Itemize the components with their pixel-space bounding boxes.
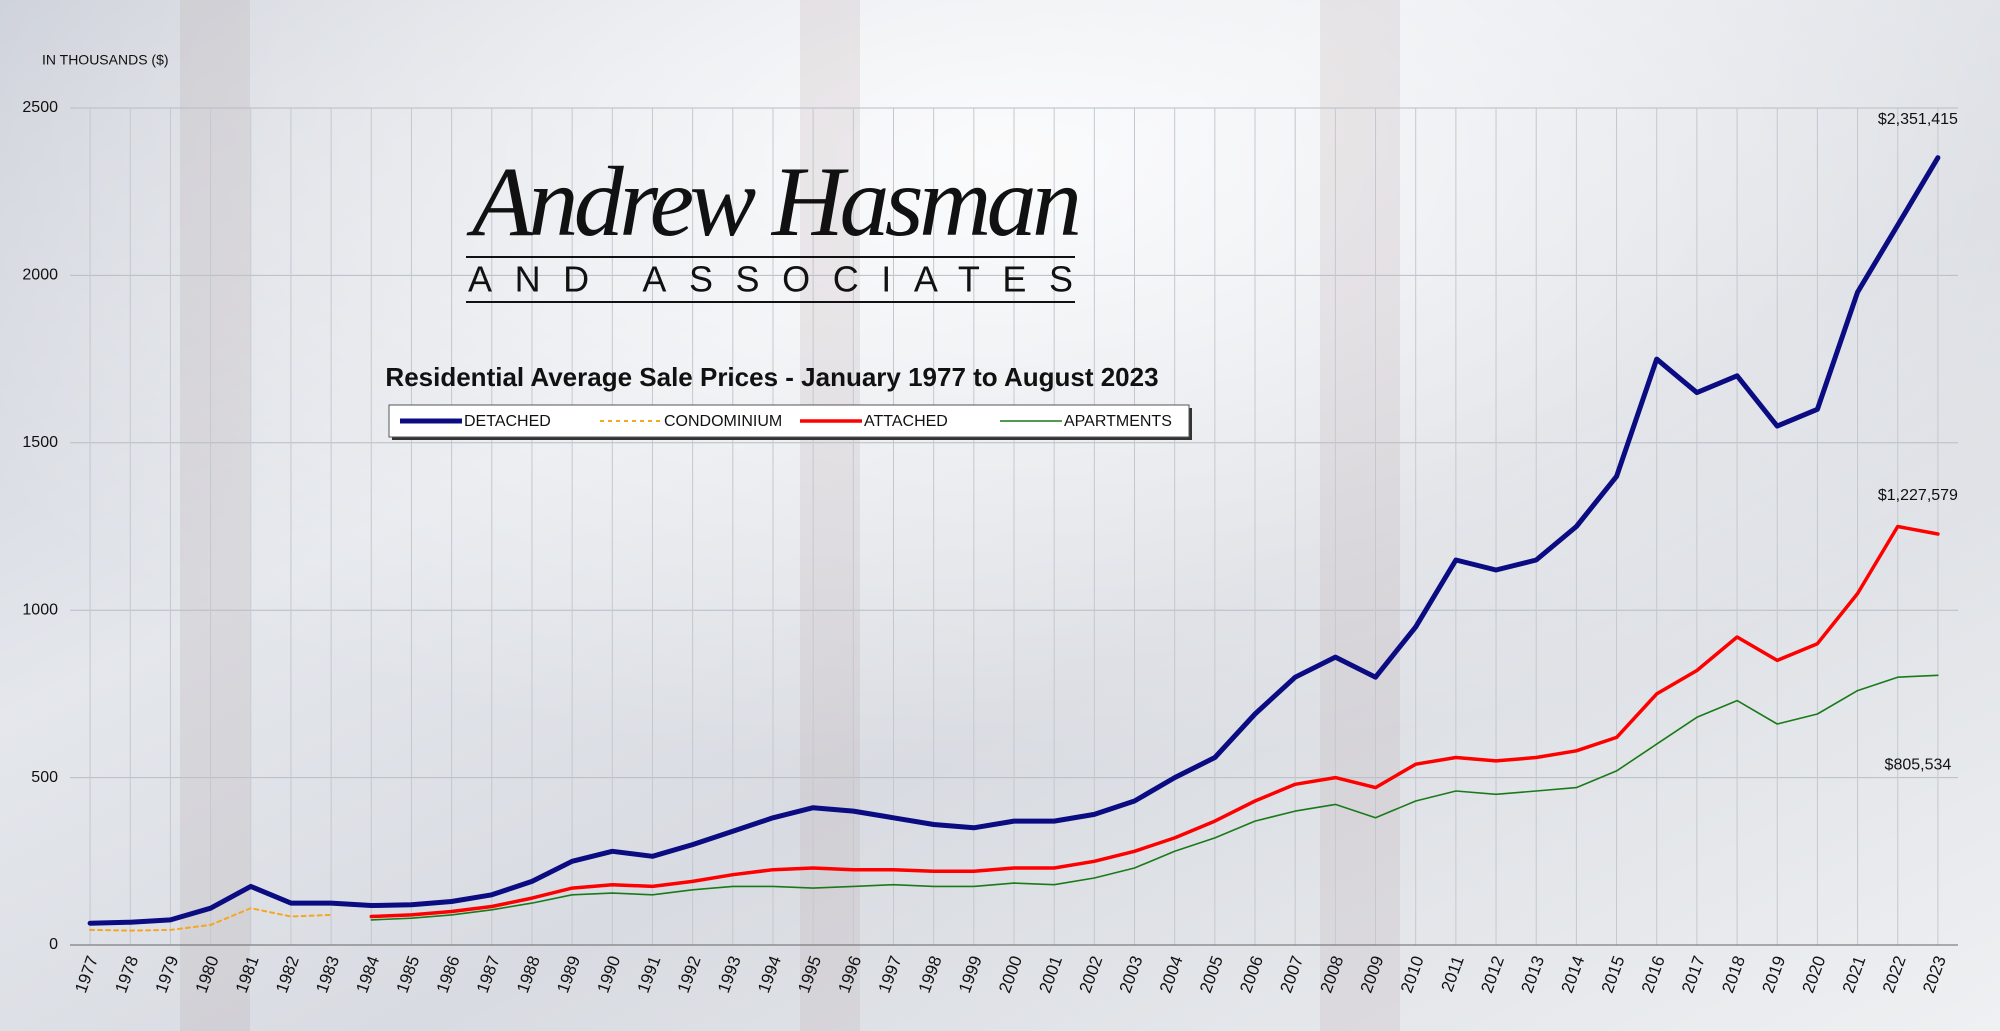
y-tick-label: 500 xyxy=(31,769,58,786)
background-pillar xyxy=(800,0,860,1031)
y-tick-label: 0 xyxy=(49,936,58,953)
y-axis-label: IN THOUSANDS ($) xyxy=(42,52,169,68)
y-tick-label: 2000 xyxy=(22,267,58,284)
series-line xyxy=(87,155,1941,926)
background-pillar xyxy=(180,0,250,1031)
background-pillar xyxy=(1320,0,1400,1031)
legend-label: CONDOMINIUM xyxy=(664,413,782,430)
legend-label: APARTMENTS xyxy=(1064,413,1172,430)
legend-label: ATTACHED xyxy=(864,413,948,430)
logo-name: Andrew Hasman xyxy=(466,146,1082,257)
y-tick-label: 2500 xyxy=(22,99,58,116)
value-label: $2,351,415 xyxy=(1878,111,1958,128)
series-line xyxy=(370,674,1939,921)
y-tick-label: 1000 xyxy=(22,601,58,618)
chart-title: Residential Average Sale Prices - Januar… xyxy=(385,362,1158,392)
value-label: $805,534 xyxy=(1885,757,1952,774)
grid xyxy=(70,107,1958,946)
legend-items: DETACHED CONDOMINIUM ATTACHED APARTMENTS xyxy=(400,413,1172,430)
legend-label: DETACHED xyxy=(464,413,551,430)
series-line xyxy=(89,907,333,932)
value-label: $1,227,579 xyxy=(1878,487,1958,504)
y-tick-label: 1500 xyxy=(22,434,58,451)
series-line xyxy=(369,524,1940,919)
